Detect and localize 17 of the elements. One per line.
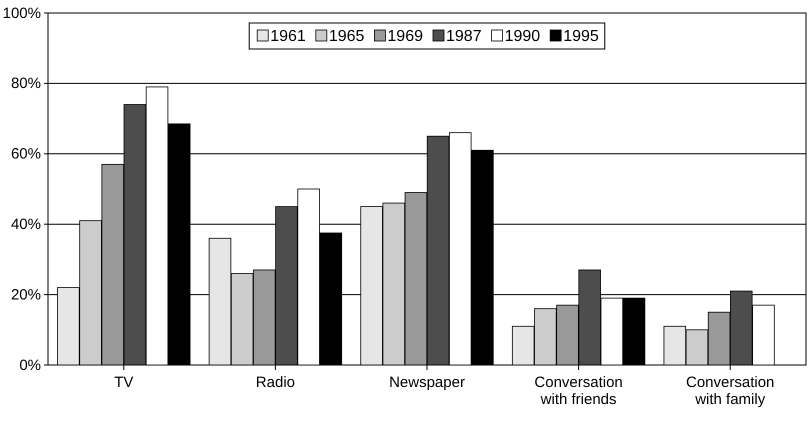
x-tick-label: Radio xyxy=(256,374,295,391)
y-tick-label: 40% xyxy=(10,216,41,233)
y-tick-label: 80% xyxy=(10,75,41,92)
y-tick-label: 100% xyxy=(2,4,41,22)
y-tick-label: 20% xyxy=(10,286,41,304)
legend-label: 1965 xyxy=(328,28,365,45)
legend-label: 1987 xyxy=(446,28,482,45)
legend-label: 1990 xyxy=(504,28,540,45)
x-tick-label: Newspaper xyxy=(389,374,465,391)
legend-label: 1961 xyxy=(270,28,306,45)
legend-label: 1995 xyxy=(563,28,599,45)
x-tick-label: Conversation with family xyxy=(686,374,774,408)
y-tick-label: 60% xyxy=(10,146,41,163)
y-tick-label: 0% xyxy=(19,356,41,374)
x-tick-label: Conversation with friends xyxy=(534,374,623,408)
legend-label: 1969 xyxy=(387,28,424,45)
x-tick-label: TV xyxy=(114,374,134,391)
